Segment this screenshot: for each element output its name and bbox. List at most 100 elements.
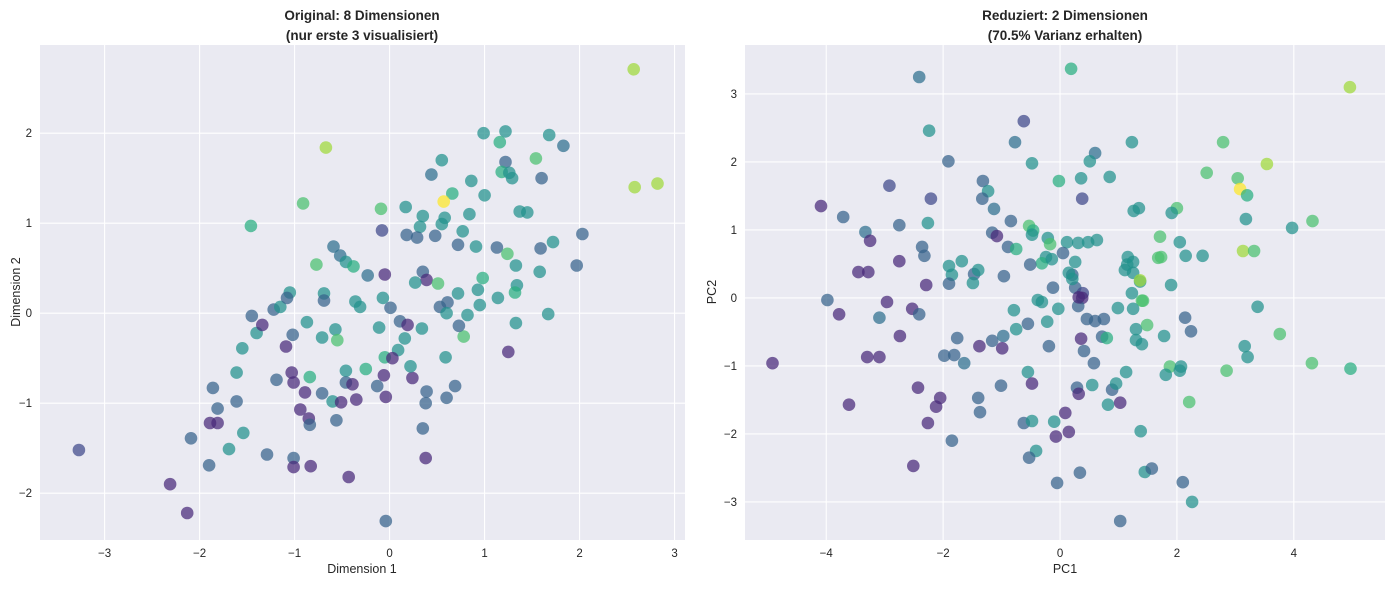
scatter-point <box>1173 364 1187 378</box>
scatter-point <box>285 366 299 379</box>
scatter-point <box>1031 293 1045 307</box>
scatter-point <box>842 398 856 412</box>
scatter-point <box>330 414 343 427</box>
scatter-point <box>1113 396 1127 410</box>
scatter-point <box>627 63 640 76</box>
scatter-point <box>1184 325 1198 338</box>
scatter-point <box>163 477 177 491</box>
scatter-point <box>836 210 850 224</box>
scatter-point <box>924 192 938 205</box>
left-plot-title: Original: 8 Dimensionen (nur erste 3 vis… <box>284 8 440 43</box>
scatter-point <box>1007 303 1021 317</box>
scatter-point <box>1179 249 1192 263</box>
scatter-point <box>237 426 250 440</box>
scatter-point <box>880 295 894 309</box>
scatter-point <box>1113 514 1127 528</box>
scatter-point <box>766 356 779 370</box>
scatter-point <box>317 294 331 307</box>
scatter-point <box>1077 344 1091 358</box>
scatter-point <box>1159 368 1173 382</box>
scatter-point <box>346 378 359 391</box>
scatter-point <box>994 379 1008 393</box>
scatter-point <box>401 318 414 332</box>
scatter-point <box>280 291 294 305</box>
right-xaxis-label: PC1 <box>1052 562 1078 576</box>
x-tick-label: 2 <box>1174 548 1180 560</box>
scatter-point <box>244 219 258 233</box>
scatter-point <box>499 155 512 169</box>
scatter-point <box>461 308 474 322</box>
scatter-point <box>862 265 875 279</box>
scatter-point <box>1132 201 1146 215</box>
scatter-point <box>987 202 1001 216</box>
scatter-point <box>334 396 348 409</box>
scatter-point <box>509 316 523 330</box>
scatter-point <box>873 350 886 364</box>
left-xaxis-label: Dimension 1 <box>327 562 397 576</box>
scatter-point <box>437 195 451 208</box>
scatter-point <box>1103 170 1116 184</box>
scatter-point <box>1021 365 1035 379</box>
scatter-point <box>478 189 491 202</box>
scatter-point <box>1074 172 1088 185</box>
scatter-point <box>1073 466 1087 480</box>
scatter-point <box>222 442 236 456</box>
scatter-point <box>521 206 534 219</box>
right-plot-title: Reduziert: 2 Dimensionen (70.5% Varianz … <box>982 8 1148 43</box>
y-tick-label: −2 <box>724 429 737 441</box>
scatter-point <box>955 254 969 268</box>
scatter-point <box>425 168 438 181</box>
scatter-point <box>1305 356 1319 370</box>
scatter-point <box>1238 339 1251 353</box>
scatter-point <box>1220 364 1233 378</box>
y-tick-label: −1 <box>19 398 32 410</box>
scatter-point <box>439 351 452 364</box>
scatter-point <box>1008 135 1022 149</box>
scatter-point <box>1101 398 1115 412</box>
scatter-point <box>814 199 828 213</box>
scatter-point <box>973 405 987 419</box>
scatter-point <box>966 276 980 290</box>
x-tick-label: 2 <box>576 548 582 560</box>
x-tick-label: −2 <box>937 548 950 560</box>
scatter-point <box>990 229 1004 243</box>
scatter-point <box>1260 157 1274 171</box>
scatter-point <box>1344 362 1357 376</box>
scatter-point <box>1087 356 1101 370</box>
scatter-point <box>971 391 985 405</box>
scatter-point <box>950 331 964 345</box>
scatter-point <box>372 321 386 334</box>
scatter-point <box>1064 62 1078 76</box>
scatter-point <box>1045 252 1059 266</box>
scatter-point <box>922 124 936 137</box>
scatter-point <box>1125 286 1139 300</box>
scatter-point <box>375 224 389 237</box>
scatter-point <box>342 470 356 484</box>
scatter-point <box>1035 257 1049 270</box>
scatter-point <box>1164 278 1178 292</box>
scatter-point <box>1040 315 1054 329</box>
scatter-point <box>315 387 329 400</box>
scatter-point <box>255 318 269 332</box>
scatter-point <box>384 301 397 315</box>
scatter-point <box>1023 258 1037 271</box>
scatter-point <box>339 364 353 378</box>
scatter-point <box>942 155 955 168</box>
scatter-point <box>570 259 583 272</box>
scatter-point <box>1120 258 1134 271</box>
scatter-point <box>860 350 874 364</box>
scatter-point <box>1047 415 1061 429</box>
scatter-point <box>1111 301 1125 315</box>
scatter-point <box>1273 327 1287 341</box>
scatter-point <box>1059 406 1072 420</box>
scatter-point <box>350 393 363 406</box>
scatter-point <box>279 340 293 353</box>
scatter-point <box>72 443 86 457</box>
scatter-point <box>310 258 323 271</box>
scatter-point <box>502 345 515 359</box>
scatter-point <box>294 403 307 416</box>
scatter-point <box>1025 414 1039 428</box>
x-tick-label: 1 <box>481 548 487 560</box>
scatter-point <box>1109 377 1123 390</box>
scatter-point <box>260 448 274 461</box>
